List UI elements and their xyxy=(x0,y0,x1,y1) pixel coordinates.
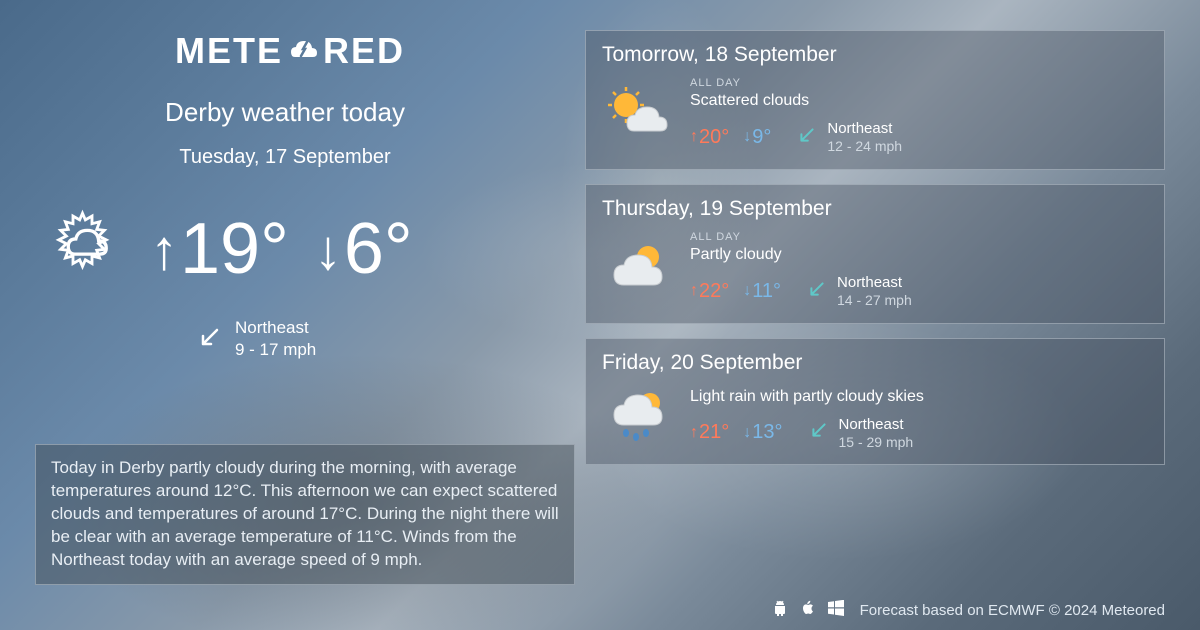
today-low: ↓ 6° xyxy=(314,208,413,290)
forecast-wind-text: Northeast 12 - 24 mph xyxy=(827,120,902,155)
left-column: METE RED Derby weather today Tuesday, 17… xyxy=(35,30,575,615)
forecast-wind: Northeast 14 - 27 mph xyxy=(805,274,912,309)
forecast-card-2[interactable]: Friday, 20 September Light xyxy=(585,338,1165,466)
arrow-up-icon: ↑ xyxy=(690,424,698,442)
forecast-card-1[interactable]: Thursday, 19 September ALL DAY Partly cl… xyxy=(585,184,1165,324)
today-high-value: 19° xyxy=(180,208,289,290)
brand-cloud-icon xyxy=(285,33,321,69)
arrow-down-icon: ↓ xyxy=(743,424,751,442)
forecast-wind-text: Northeast 14 - 27 mph xyxy=(837,274,912,309)
forecast-date: Thursday, 19 September xyxy=(602,197,1148,221)
page-title: Derby weather today xyxy=(0,97,575,128)
today-temps: ↑ 19° ↓ 6° xyxy=(150,208,413,290)
arrow-down-icon: ↓ xyxy=(743,128,751,146)
forecast-wind-text: Northeast 15 - 29 mph xyxy=(839,416,914,451)
footer-text: Forecast based on ECMWF © 2024 Meteored xyxy=(860,602,1165,619)
today-description: Today in Derby partly cloudy during the … xyxy=(35,444,575,585)
today-wind-text: Northeast 9 - 17 mph xyxy=(235,317,316,361)
today-wind: Northeast 9 - 17 mph xyxy=(195,317,575,361)
today-date: Tuesday, 17 September xyxy=(0,146,575,169)
forecast-high: ↑21° xyxy=(690,421,729,444)
brand-text-2: RED xyxy=(323,30,405,72)
forecast-wind: Northeast 12 - 24 mph xyxy=(795,120,902,155)
forecast-wind: Northeast 15 - 29 mph xyxy=(807,416,914,451)
forecast-condition: Partly cloudy xyxy=(690,246,1148,264)
sun-cloud-icon xyxy=(602,83,672,148)
forecast-info: ALL DAY Scattered clouds ↑20° ↓9° Northe… xyxy=(690,77,1148,155)
forecast-high: ↑22° xyxy=(690,280,729,303)
forecast-date: Tomorrow, 18 September xyxy=(602,43,1148,67)
platform-icons xyxy=(772,600,844,620)
today-low-value: 6° xyxy=(344,208,413,290)
wind-arrow-icon xyxy=(805,277,829,306)
allday-label: ALL DAY xyxy=(690,231,1148,243)
forecast-body: Light rain with partly cloudy skies ↑21°… xyxy=(602,385,1148,451)
allday-label: ALL DAY xyxy=(690,77,1148,89)
wind-direction: Northeast xyxy=(235,317,316,339)
forecast-high: ↑20° xyxy=(690,126,729,149)
arrow-down-icon: ↓ xyxy=(314,217,342,282)
today-high: ↑ 19° xyxy=(150,208,289,290)
right-column: Tomorrow, 18 September xyxy=(575,30,1165,615)
wind-arrow-icon xyxy=(195,322,225,357)
apple-icon[interactable] xyxy=(800,600,816,620)
forecast-card-0[interactable]: Tomorrow, 18 September xyxy=(585,30,1165,170)
arrow-up-icon: ↑ xyxy=(150,217,178,282)
windows-icon[interactable] xyxy=(828,600,844,620)
cloud-rain-icon xyxy=(602,385,672,450)
forecast-info: Light rain with partly cloudy skies ↑21°… xyxy=(690,385,1148,451)
footer: Forecast based on ECMWF © 2024 Meteored xyxy=(772,600,1165,620)
cloud-sun-icon xyxy=(602,237,672,302)
wind-arrow-icon xyxy=(795,123,819,152)
today-weather-icon xyxy=(35,199,130,299)
main-content: METE RED Derby weather today Tuesday, 17… xyxy=(0,0,1200,630)
today-weather-row: ↑ 19° ↓ 6° xyxy=(35,199,575,299)
arrow-down-icon: ↓ xyxy=(743,282,751,300)
forecast-date: Friday, 20 September xyxy=(602,351,1148,375)
wind-arrow-icon xyxy=(807,418,831,447)
forecast-stats: ↑22° ↓11° Northeast 14 - 27 mph xyxy=(690,274,1148,309)
forecast-low: ↓11° xyxy=(743,280,781,303)
forecast-stats: ↑21° ↓13° Northeast 15 - 29 mph xyxy=(690,416,1148,451)
android-icon[interactable] xyxy=(772,600,788,620)
forecast-info: ALL DAY Partly cloudy ↑22° ↓11° Northeas… xyxy=(690,231,1148,309)
forecast-low: ↓13° xyxy=(743,421,782,444)
forecast-low: ↓9° xyxy=(743,126,771,149)
brand-logo: METE RED xyxy=(175,30,575,72)
forecast-condition: Scattered clouds xyxy=(690,92,1148,110)
wind-speed: 9 - 17 mph xyxy=(235,339,316,361)
forecast-body: ALL DAY Partly cloudy ↑22° ↓11° Northeas… xyxy=(602,231,1148,309)
brand-text-1: METE xyxy=(175,30,283,72)
arrow-up-icon: ↑ xyxy=(690,128,698,146)
forecast-condition: Light rain with partly cloudy skies xyxy=(690,388,1148,406)
arrow-up-icon: ↑ xyxy=(690,282,698,300)
forecast-stats: ↑20° ↓9° Northeast 12 - 24 mph xyxy=(690,120,1148,155)
forecast-body: ALL DAY Scattered clouds ↑20° ↓9° Northe… xyxy=(602,77,1148,155)
